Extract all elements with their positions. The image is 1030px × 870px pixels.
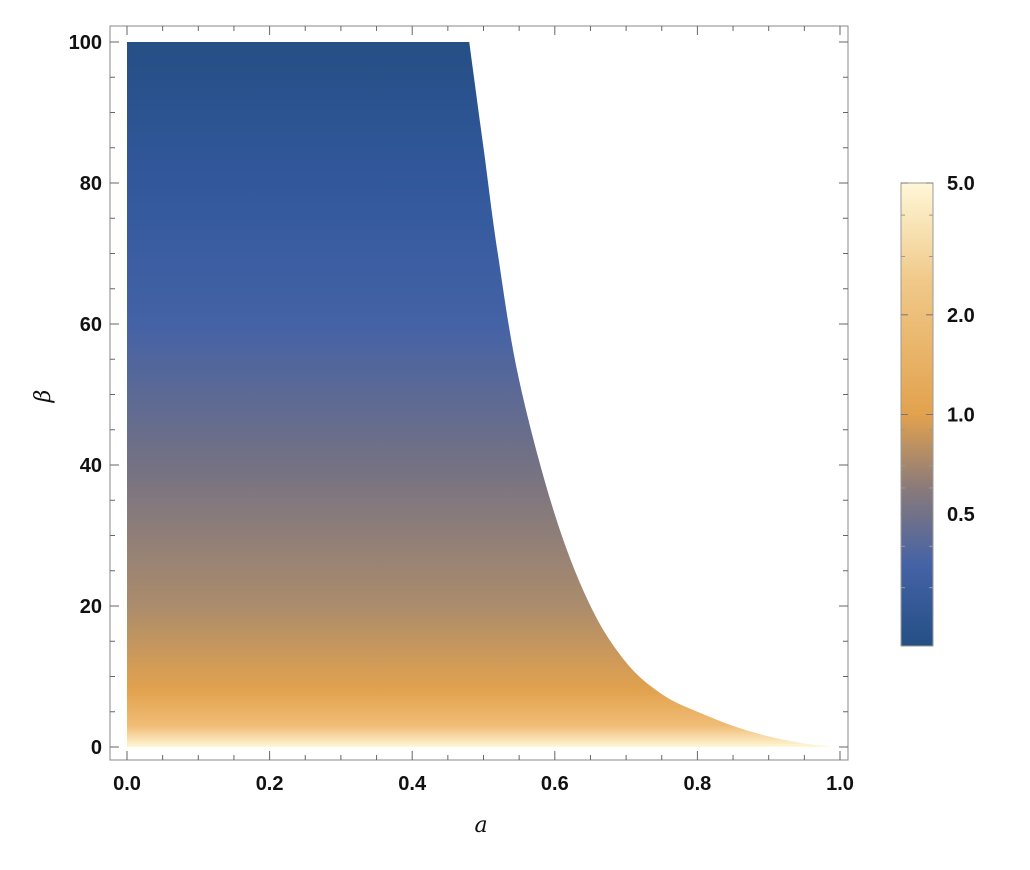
colorbar: 5.0 2.0 1.0 0.5 (900, 173, 975, 647)
colorbar-tick-label: 0.5 (947, 504, 975, 526)
y-tick-label: 60 (80, 314, 102, 336)
y-tick-label: 100 (69, 32, 102, 54)
x-tick-label: 0.6 (541, 773, 569, 795)
y-axis: 0 20 40 60 80 100 (69, 32, 848, 759)
plot-border (109, 25, 849, 761)
x-tick-label: 0.8 (683, 773, 711, 795)
x-tick-label: 0.0 (113, 773, 141, 795)
y-axis-label: β (31, 390, 56, 404)
x-tick-label: 0.4 (398, 773, 427, 795)
colorbar-tick-label: 1.0 (947, 405, 975, 427)
heatmap-region (127, 42, 833, 747)
colorbar-tick-label: 2.0 (947, 305, 975, 327)
y-tick-label: 80 (80, 173, 102, 195)
y-tick-label: 40 (80, 455, 102, 477)
x-tick-label: 1.0 (826, 773, 854, 795)
colorbar-tick-label: 5.0 (947, 173, 975, 195)
y-tick-label: 0 (91, 737, 102, 759)
y-tick-label: 20 (80, 596, 102, 618)
x-tick-label: 0.2 (256, 773, 284, 795)
x-axis: 0.0 0.2 0.4 0.6 0.8 1.0 (113, 26, 854, 795)
x-axis-label: a (474, 813, 487, 838)
plot-frame (109, 25, 849, 761)
